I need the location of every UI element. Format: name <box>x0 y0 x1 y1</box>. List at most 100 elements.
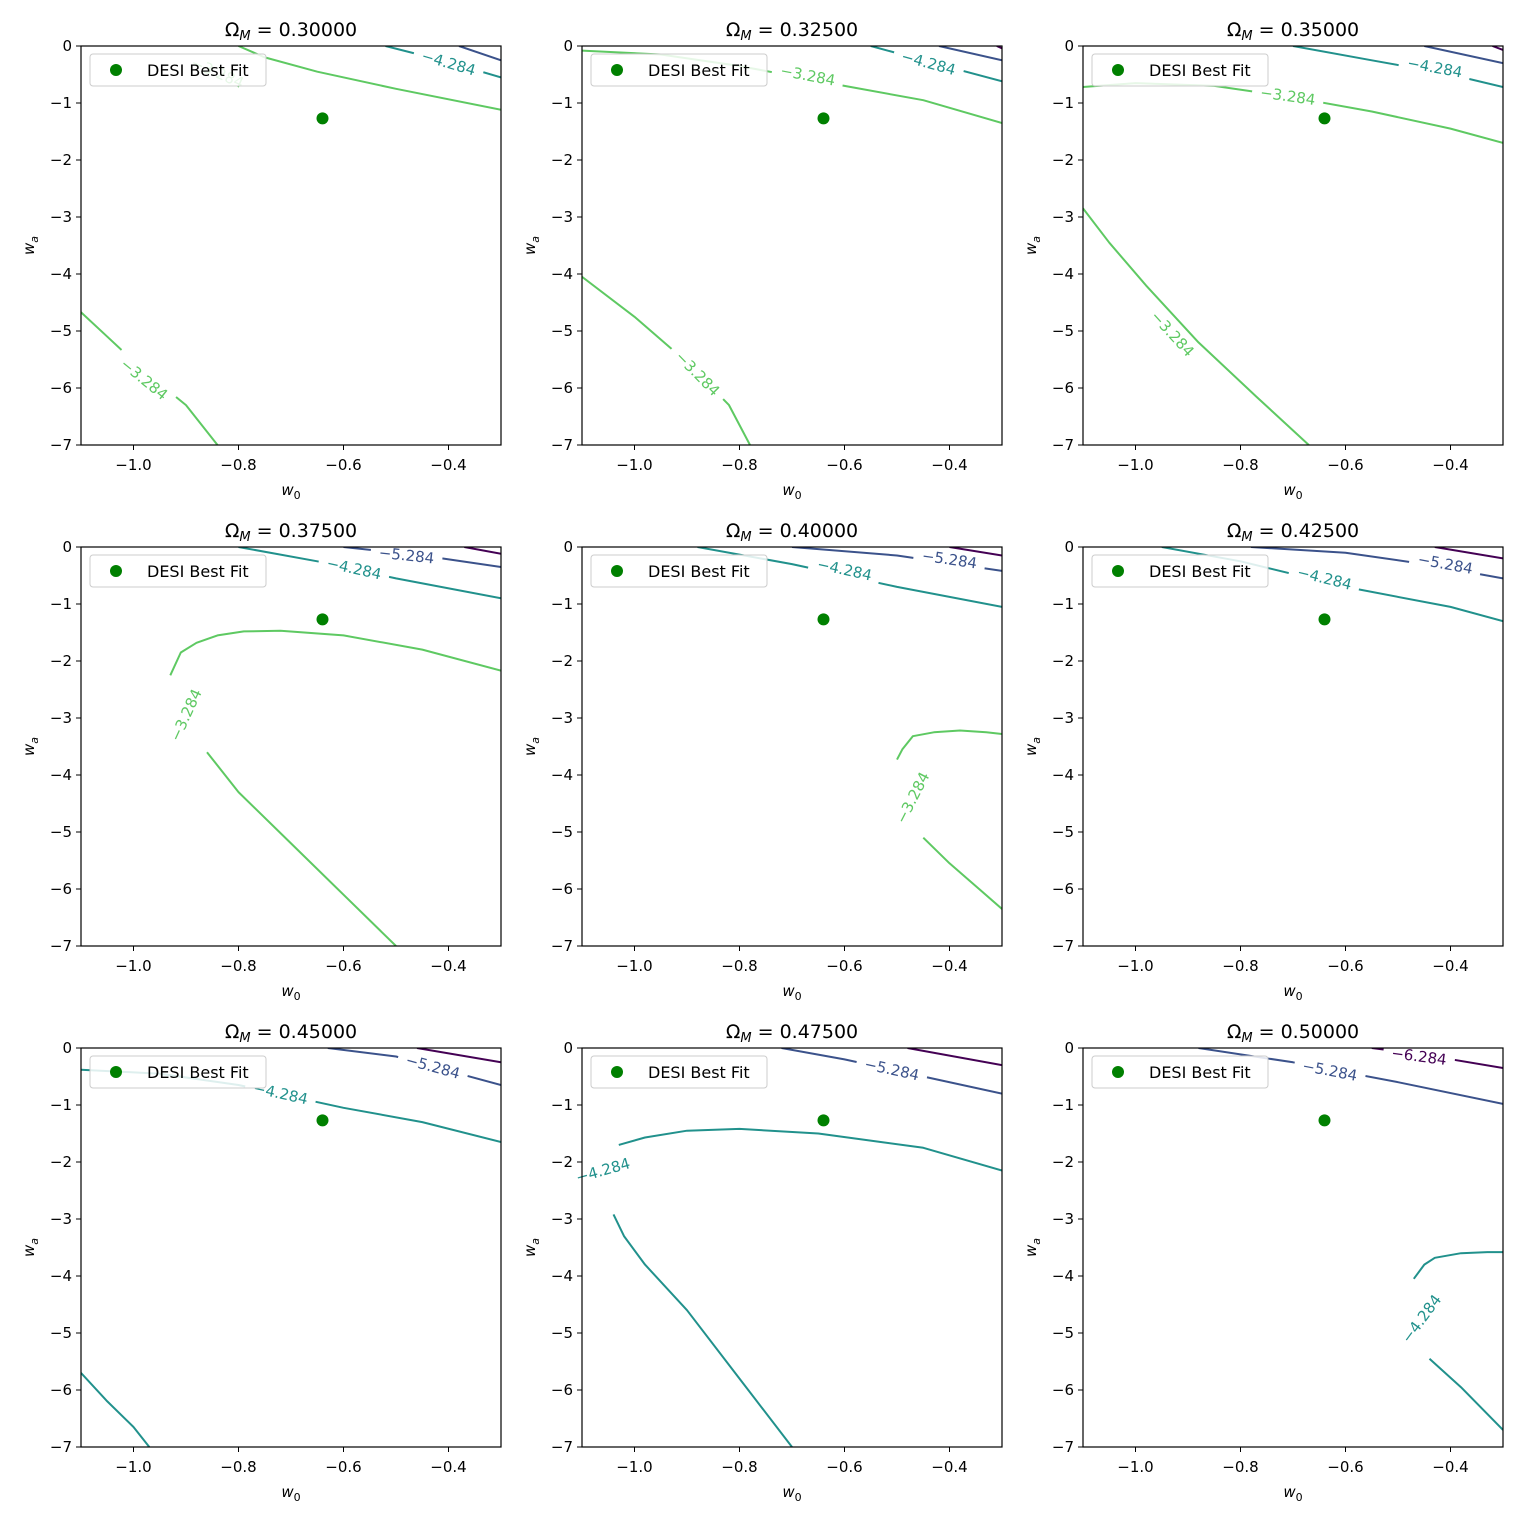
contour-line-2 <box>206 751 397 946</box>
y-axis-label: wa <box>1022 236 1043 255</box>
x-tick-label: −0.6 <box>325 456 361 474</box>
y-axis-label: wa <box>521 737 542 756</box>
y-tick-label: −3 <box>1052 709 1074 727</box>
desi-best-fit-point <box>1318 112 1331 125</box>
x-tick-label: −1.0 <box>115 1458 151 1476</box>
contour-line-1 <box>618 1127 1002 1172</box>
y-tick-label: 0 <box>1064 538 1074 556</box>
subplot-3: −3.284−3.284−4.284−1.0 −0.8 −0.6 −0.40−1−2−… <box>1022 19 1504 502</box>
x-tick-label: −1.0 <box>616 456 652 474</box>
subplot-title: ΩM = 0.35000 <box>1227 19 1359 44</box>
x-tick-label: −0.4 <box>931 957 967 975</box>
y-tick-label: 0 <box>563 37 573 55</box>
contour-line-4 <box>907 1048 1002 1067</box>
subplot-title: ΩM = 0.37500 <box>225 520 357 545</box>
legend-marker <box>611 1066 623 1078</box>
subplot-title: ΩM = 0.30000 <box>225 19 357 44</box>
y-tick-label: −7 <box>50 937 72 955</box>
y-tick-label: 0 <box>563 1039 573 1057</box>
contour-line-2 <box>612 1213 793 1447</box>
x-axis-label: w0 <box>782 481 801 502</box>
x-tick-label: −0.8 <box>220 1458 256 1476</box>
x-tick-label: −0.4 <box>931 456 967 474</box>
legend: DESI Best Fit <box>89 554 267 588</box>
y-tick-label: −5 <box>1052 1324 1074 1342</box>
contour-line-1 <box>169 629 501 676</box>
plot-area <box>1083 1048 1503 1447</box>
y-axis-label: wa <box>20 737 41 756</box>
subplot-title: ΩM = 0.45000 <box>225 1021 357 1046</box>
legend-marker <box>1112 565 1124 577</box>
x-tick-label: −0.8 <box>220 456 256 474</box>
x-tick-label: −0.6 <box>826 456 862 474</box>
legend: DESI Best Fit <box>1091 1055 1269 1089</box>
y-tick-label: −2 <box>551 151 573 169</box>
contour-line-2 <box>1083 207 1310 445</box>
x-tick-label: −0.4 <box>1432 1458 1468 1476</box>
y-tick-label: −1 <box>1052 1096 1074 1114</box>
y-tick-label: 0 <box>62 538 72 556</box>
y-tick-label: −6 <box>50 880 72 898</box>
contour-line-2 <box>922 836 1002 910</box>
desi-best-fit-point <box>817 1114 830 1127</box>
y-tick-label: −6 <box>551 880 573 898</box>
y-tick-label: −4 <box>50 766 72 784</box>
y-tick-label: −3 <box>50 1210 72 1228</box>
y-tick-label: −7 <box>1052 937 1074 955</box>
x-tick-label: −0.4 <box>430 957 466 975</box>
subplot-7: −4.284−5.284−1.0 −0.8 −0.6 −0.40−1−2−3−4−5−… <box>20 1021 502 1504</box>
y-tick-label: −1 <box>50 94 72 112</box>
y-tick-label: 0 <box>62 37 72 55</box>
y-tick-label: −5 <box>1052 322 1074 340</box>
subplot-title: ΩM = 0.42500 <box>1227 520 1359 545</box>
legend-marker <box>110 565 122 577</box>
contour-line-3 <box>1434 547 1503 560</box>
subplot-1: −3.284−3.284−4.284−1.0−0.8−0.6−0.40−1−2−… <box>20 19 502 502</box>
y-tick-label: −7 <box>50 1438 72 1456</box>
contour-label-1: −4.284 <box>1287 560 1362 597</box>
y-tick-label: −1 <box>50 1096 72 1114</box>
y-tick-label: 0 <box>1064 37 1074 55</box>
subplot-title: ΩM = 0.32500 <box>726 19 858 44</box>
desi-best-fit-point <box>817 112 830 125</box>
plot-area <box>582 1048 1002 1447</box>
axes-frame <box>581 1047 1003 1448</box>
desi-best-fit-point <box>1318 613 1331 626</box>
y-tick-label: −2 <box>50 652 72 670</box>
y-tick-label: −3 <box>1052 1210 1074 1228</box>
x-axis-label: w0 <box>782 982 801 1003</box>
plot-area <box>582 547 1002 946</box>
x-tick-label: −0.4 <box>430 456 466 474</box>
y-tick-label: −7 <box>551 1438 573 1456</box>
y-tick-label: −3 <box>551 208 573 226</box>
y-tick-label: −2 <box>50 1153 72 1171</box>
legend-label: DESI Best Fit <box>648 1063 750 1082</box>
contour-line-4 <box>416 1048 501 1064</box>
contour-line-4 <box>938 46 1002 62</box>
y-tick-label: −4 <box>50 1267 72 1285</box>
legend: DESI Best Fit <box>590 53 768 87</box>
y-tick-label: −4 <box>551 1267 573 1285</box>
x-tick-label: −0.4 <box>931 1458 967 1476</box>
contour-line-4 <box>458 46 501 62</box>
contour-line-2 <box>1428 1357 1503 1431</box>
contour-line-4 <box>1424 46 1503 65</box>
y-tick-label: −2 <box>1052 1153 1074 1171</box>
legend-marker <box>1112 1066 1124 1078</box>
y-tick-label: −5 <box>50 1324 72 1342</box>
axes-frame <box>581 546 1003 947</box>
legend-marker <box>611 565 623 577</box>
y-tick-label: −5 <box>1052 823 1074 841</box>
y-tick-label: −1 <box>551 94 573 112</box>
y-tick-label: −4 <box>1052 766 1074 784</box>
plot-area <box>582 46 1002 445</box>
y-tick-label: −6 <box>50 1381 72 1399</box>
contour-line-5 <box>464 547 501 555</box>
y-tick-label: −6 <box>1052 880 1074 898</box>
legend: DESI Best Fit <box>89 1055 267 1089</box>
y-tick-label: −2 <box>1052 151 1074 169</box>
y-tick-label: 0 <box>563 538 573 556</box>
svg-text:−5.284: −5.284 <box>378 544 435 568</box>
legend-label: DESI Best Fit <box>1149 61 1251 80</box>
y-tick-label: −2 <box>551 1153 573 1171</box>
